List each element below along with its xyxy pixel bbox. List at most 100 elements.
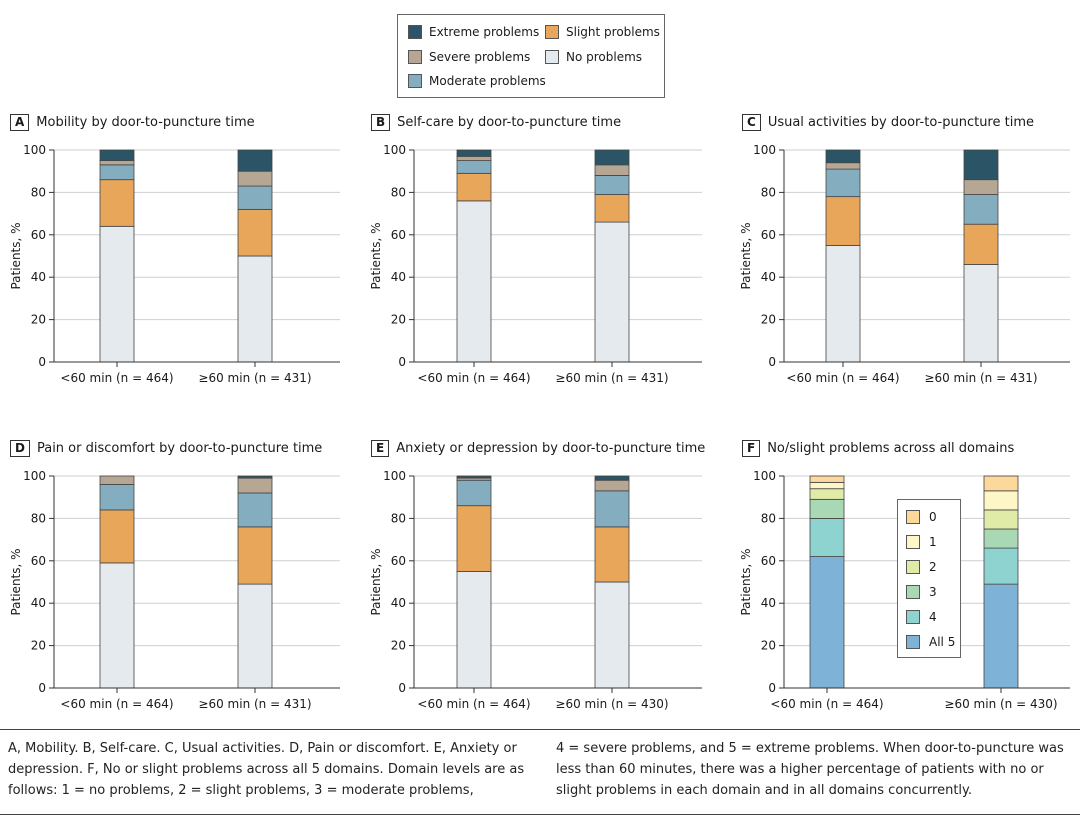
panel-title-text: Anxiety or depression by door-to-punctur… — [396, 441, 706, 456]
bar-segment — [99, 225, 135, 363]
panel-title-text: No/slight problems across all domains — [767, 441, 1015, 456]
bar-segment — [456, 571, 492, 689]
panel-c-title: C Usual activities by door-to-puncture ti… — [742, 114, 1034, 131]
chart-panel-b: 0 20 40 60 80 100 Patients, % <60 min (n = 464)… — [369, 143, 702, 385]
bar-segment — [237, 185, 273, 210]
y-tick-label: 20 — [761, 313, 776, 327]
y-tick-label: 40 — [761, 270, 776, 284]
bar-segment — [456, 149, 492, 157]
bar-segment — [237, 526, 273, 585]
bar-segment — [825, 162, 861, 170]
bar-segment — [594, 475, 630, 481]
bar-segment — [809, 498, 845, 519]
bar-segment — [594, 581, 630, 689]
y-tick-label: 40 — [391, 596, 406, 610]
bar-segment — [237, 208, 273, 257]
bar-segment — [983, 490, 1019, 511]
bar-segment — [809, 518, 845, 557]
x-tick-label: <60 min (n = 464) — [60, 697, 173, 711]
bar-segment — [99, 164, 135, 181]
bar-segment — [825, 196, 861, 246]
legend-label: 3 — [929, 585, 937, 599]
legend-swatch — [906, 610, 920, 624]
panel-d-title: D Pain or discomfort by door-to-puncture … — [10, 440, 322, 457]
legend-swatch — [408, 50, 422, 64]
y-tick-label: 0 — [398, 355, 406, 369]
y-tick-label: 0 — [38, 355, 46, 369]
f-legend-item: 3 — [906, 584, 937, 600]
y-tick-label: 0 — [38, 681, 46, 695]
y-tick-label: 80 — [391, 185, 406, 199]
bar-segment — [983, 528, 1019, 549]
legend-item-extreme: Extreme problems — [408, 24, 539, 40]
y-tick-label: 20 — [761, 639, 776, 653]
bar-segment — [809, 475, 845, 483]
bar-segment — [594, 490, 630, 528]
panel-letter: B — [371, 114, 391, 131]
bar-segment — [594, 164, 630, 176]
panel-letter: C — [742, 114, 761, 131]
bar-segment — [963, 149, 999, 181]
bar-segment — [983, 583, 1019, 689]
bar-segment — [237, 149, 273, 172]
y-axis-label: Patients, % — [739, 548, 753, 615]
bar-segment — [99, 179, 135, 227]
bar-segment — [983, 475, 1019, 492]
bar-segment — [963, 264, 999, 363]
caption-right: 4 = severe problems, and 5 = extreme pro… — [556, 741, 1064, 798]
x-tick-label: ≥60 min (n = 431) — [198, 371, 311, 385]
y-tick-label: 60 — [31, 554, 46, 568]
bar-segment — [237, 170, 273, 187]
bar-segment — [963, 179, 999, 195]
bar-segment — [99, 149, 135, 162]
legend-item-moderate: Moderate problems — [408, 73, 546, 89]
y-tick-label: 100 — [23, 469, 46, 483]
bar-segment — [825, 245, 861, 363]
bar-segment — [456, 200, 492, 363]
y-tick-label: 40 — [31, 596, 46, 610]
caption-rule-bottom — [0, 814, 1080, 815]
legend-swatch — [906, 635, 920, 649]
legend-label: Moderate problems — [429, 74, 546, 88]
bar-segment — [594, 175, 630, 195]
panel-letter: E — [371, 440, 390, 457]
y-tick-label: 0 — [398, 681, 406, 695]
panel-title-text: Usual activities by door-to-puncture tim… — [767, 115, 1034, 130]
x-tick-label: <60 min (n = 464) — [60, 371, 173, 385]
y-tick-label: 80 — [31, 185, 46, 199]
y-tick-label: 60 — [761, 554, 776, 568]
bar-segment — [99, 562, 135, 689]
x-tick-label: <60 min (n = 464) — [770, 697, 883, 711]
bar-segment — [237, 255, 273, 363]
y-tick-label: 60 — [761, 228, 776, 242]
panel-title-text: Pain or discomfort by door-to-puncture t… — [36, 441, 323, 456]
bar-segment — [594, 479, 630, 492]
legend-swatch — [545, 25, 559, 39]
y-tick-label: 0 — [768, 355, 776, 369]
bar-segment — [825, 168, 861, 198]
bar-segment — [594, 194, 630, 223]
legend-swatch — [906, 585, 920, 599]
panel-title-text: Mobility by door-to-puncture time — [36, 115, 255, 130]
y-tick-label: 60 — [391, 554, 406, 568]
legend-swatch — [408, 25, 422, 39]
y-tick-label: 20 — [391, 639, 406, 653]
f-legend-item: 0 — [906, 509, 937, 525]
bar-segment — [963, 223, 999, 265]
panel-letter: F — [742, 440, 761, 457]
legend-label: Extreme problems — [429, 25, 540, 39]
bar-segment — [594, 221, 630, 363]
y-tick-label: 100 — [23, 143, 46, 157]
y-axis-label: Patients, % — [9, 548, 23, 615]
legend-label: All 5 — [929, 635, 956, 649]
chart-panel-e: 0 20 40 60 80 100 Patients, % <60 min (n = 464)… — [369, 469, 702, 711]
chart-panel-d: 0 20 40 60 80 100 Patients, % <60 min (n = 464)… — [9, 469, 340, 711]
f-legend-item: 2 — [906, 559, 937, 575]
y-tick-label: 60 — [31, 228, 46, 242]
bar-segment — [456, 505, 492, 572]
y-axis-label: Patients, % — [369, 222, 383, 289]
bar-segment — [237, 477, 273, 494]
chart-legend: Extreme problems Slight problems Severe … — [397, 14, 665, 98]
legend-swatch — [906, 510, 920, 524]
x-tick-label: ≥60 min (n = 430) — [555, 697, 668, 711]
